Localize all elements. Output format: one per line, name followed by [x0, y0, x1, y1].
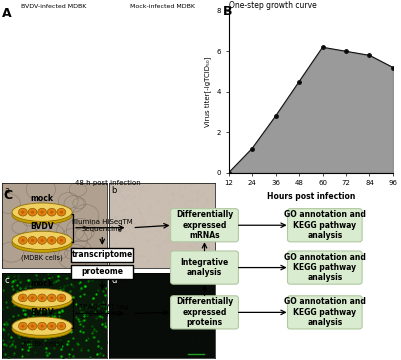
- Text: Illumina HiSeqTM
Sequencing: Illumina HiSeqTM Sequencing: [72, 219, 133, 232]
- Ellipse shape: [12, 292, 72, 310]
- Text: GO annotation and
KEGG pathway
analysis: GO annotation and KEGG pathway analysis: [284, 210, 366, 240]
- Circle shape: [28, 322, 37, 330]
- Circle shape: [21, 239, 24, 242]
- Text: 48 h post infection: 48 h post infection: [75, 180, 141, 186]
- Circle shape: [50, 297, 53, 299]
- Text: b: b: [111, 186, 117, 195]
- Circle shape: [60, 297, 63, 299]
- Circle shape: [21, 325, 24, 328]
- Text: (MDBK cells): (MDBK cells): [21, 341, 63, 347]
- Circle shape: [38, 208, 47, 216]
- Ellipse shape: [12, 320, 72, 338]
- Circle shape: [31, 211, 34, 213]
- Circle shape: [21, 297, 24, 299]
- Text: BVDV: BVDV: [30, 307, 54, 316]
- Text: Integrative
analysis: Integrative analysis: [180, 258, 229, 277]
- Ellipse shape: [12, 206, 72, 224]
- Circle shape: [41, 297, 44, 299]
- Ellipse shape: [12, 203, 72, 221]
- Circle shape: [50, 211, 53, 213]
- Text: A: A: [2, 7, 12, 20]
- Circle shape: [47, 237, 56, 244]
- Bar: [71, 248, 133, 262]
- FancyBboxPatch shape: [288, 296, 362, 329]
- Text: mock: mock: [30, 279, 54, 288]
- Text: Differentially
expressed
proteins: Differentially expressed proteins: [176, 297, 233, 327]
- Circle shape: [50, 239, 53, 242]
- Ellipse shape: [12, 317, 72, 335]
- FancyBboxPatch shape: [288, 209, 362, 242]
- Circle shape: [57, 322, 66, 330]
- Text: GO annotation and
KEGG pathway
analysis: GO annotation and KEGG pathway analysis: [284, 253, 366, 283]
- Ellipse shape: [12, 231, 72, 249]
- Circle shape: [18, 294, 27, 302]
- Text: BVDV: BVDV: [30, 222, 54, 231]
- Circle shape: [41, 211, 44, 213]
- Circle shape: [21, 211, 24, 213]
- Y-axis label: Virus titer[-lgTCID₅₀]: Virus titer[-lgTCID₅₀]: [204, 57, 211, 127]
- Circle shape: [47, 208, 56, 216]
- Circle shape: [50, 325, 53, 328]
- Circle shape: [31, 239, 34, 242]
- Circle shape: [41, 325, 44, 328]
- Text: ITRAQ/TMT tag
LC-MS/MS: ITRAQ/TMT tag LC-MS/MS: [77, 304, 128, 317]
- Text: B: B: [223, 5, 232, 18]
- Text: a: a: [4, 186, 9, 195]
- Text: C: C: [3, 189, 12, 202]
- Circle shape: [60, 239, 63, 242]
- Ellipse shape: [12, 234, 72, 252]
- Bar: [71, 265, 133, 279]
- Circle shape: [18, 322, 27, 330]
- Circle shape: [57, 208, 66, 216]
- FancyBboxPatch shape: [170, 251, 238, 284]
- Circle shape: [31, 297, 34, 299]
- Text: One-step growth curve: One-step growth curve: [229, 1, 316, 10]
- Text: mock: mock: [30, 194, 54, 203]
- Circle shape: [41, 239, 44, 242]
- Circle shape: [47, 294, 56, 302]
- Circle shape: [28, 237, 37, 244]
- FancyBboxPatch shape: [288, 251, 362, 284]
- Circle shape: [47, 322, 56, 330]
- Circle shape: [18, 208, 27, 216]
- Ellipse shape: [12, 289, 72, 307]
- Circle shape: [28, 208, 37, 216]
- Circle shape: [60, 211, 63, 213]
- Text: GO annotation and
KEGG pathway
analysis: GO annotation and KEGG pathway analysis: [284, 297, 366, 327]
- FancyBboxPatch shape: [170, 296, 238, 329]
- Text: (MDBK cells): (MDBK cells): [21, 255, 63, 261]
- Circle shape: [60, 325, 63, 328]
- Circle shape: [57, 237, 66, 244]
- Circle shape: [38, 237, 47, 244]
- Circle shape: [57, 294, 66, 302]
- Text: proteome: proteome: [81, 267, 123, 276]
- Circle shape: [38, 322, 47, 330]
- FancyBboxPatch shape: [170, 209, 238, 242]
- Circle shape: [18, 237, 27, 244]
- Text: Mock-infected MDBK: Mock-infected MDBK: [130, 4, 195, 9]
- Text: transcriptome: transcriptome: [72, 250, 133, 259]
- Text: c: c: [4, 276, 9, 285]
- Circle shape: [38, 294, 47, 302]
- Circle shape: [31, 325, 34, 328]
- Circle shape: [28, 294, 37, 302]
- Text: Differentially
expressed
mRNAs: Differentially expressed mRNAs: [176, 210, 233, 240]
- X-axis label: Hours post infection: Hours post infection: [267, 192, 355, 201]
- Text: d: d: [111, 276, 117, 285]
- Text: BVDV-infected MDBK: BVDV-infected MDBK: [21, 4, 87, 9]
